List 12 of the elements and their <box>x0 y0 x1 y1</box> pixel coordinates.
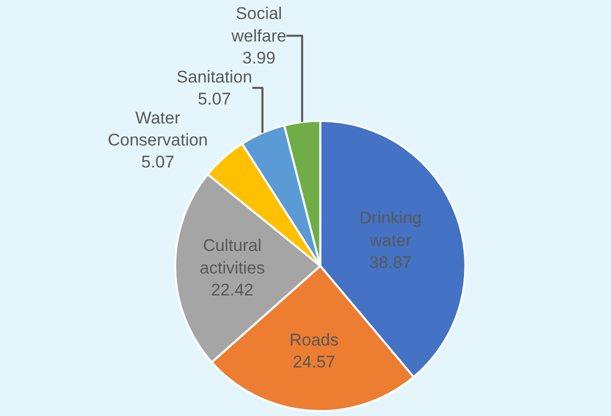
data-label: 5.07 <box>141 152 174 172</box>
data-label: 22.42 <box>210 280 254 300</box>
slice-label: Water Conservation <box>108 108 208 150</box>
data-label: 3.99 <box>242 48 276 68</box>
slice-label: Cultural activities <box>200 236 265 278</box>
data-label: 38.87 <box>369 252 412 272</box>
slice-label: Roads <box>289 330 339 350</box>
data-label: 5.07 <box>198 89 231 108</box>
slice-label: Social welfare <box>230 4 286 46</box>
data-label: 24.57 <box>292 352 336 372</box>
slice-label: Drinking water <box>359 208 422 250</box>
slice-label: Sanitation <box>176 67 252 86</box>
